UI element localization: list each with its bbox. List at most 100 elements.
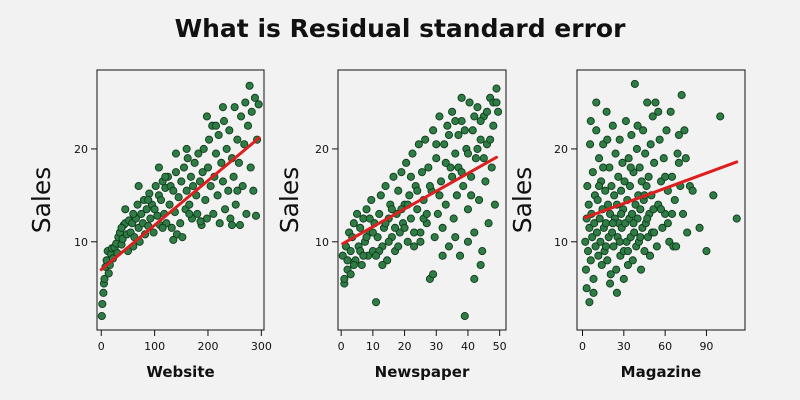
data-point [460, 126, 469, 135]
data-point [588, 233, 597, 242]
data-point [463, 205, 473, 214]
data-point [98, 299, 107, 309]
data-point [410, 242, 419, 251]
data-point [171, 168, 181, 177]
data-point [608, 121, 617, 130]
data-point [627, 130, 636, 140]
data-point [678, 209, 688, 218]
data-point [652, 242, 661, 251]
data-point [222, 144, 231, 153]
data-point [343, 256, 352, 265]
data-point [436, 177, 446, 186]
data-point [225, 126, 234, 135]
data-point [592, 228, 602, 237]
x-tick-label: 0 [338, 340, 345, 353]
data-point [394, 242, 403, 251]
x-tick-label: 30 [617, 340, 631, 353]
data-point [650, 228, 659, 237]
data-point [201, 195, 210, 205]
data-point [620, 177, 629, 186]
data-point [451, 117, 460, 126]
data-point [357, 260, 366, 270]
data-point [202, 112, 211, 121]
x-axis-label: Website [146, 363, 214, 381]
data-point [623, 260, 633, 270]
data-point [644, 172, 653, 181]
data-point [153, 211, 162, 220]
data-point [635, 163, 644, 172]
data-point [414, 140, 423, 149]
data-point [182, 144, 191, 153]
data-point [146, 214, 155, 223]
data-point [608, 219, 617, 228]
data-point [209, 209, 218, 218]
data-point [460, 312, 469, 321]
x-axis-label: Newspaper [375, 363, 470, 381]
data-point [482, 107, 492, 116]
data-point [629, 219, 638, 228]
data-point [619, 274, 628, 283]
data-point [621, 117, 630, 126]
x-tick-label: 0 [579, 340, 586, 353]
data-point [229, 172, 238, 181]
x-tick-label: 60 [658, 340, 672, 353]
data-point [195, 177, 205, 186]
data-point [584, 200, 593, 209]
data-point [151, 182, 160, 191]
data-point [213, 191, 222, 200]
data-point [384, 237, 393, 246]
plot-frame [576, 69, 746, 331]
data-point [650, 158, 659, 167]
data-point [391, 223, 400, 232]
data-point [581, 237, 590, 246]
data-point [238, 182, 247, 191]
x-tick-label: 40 [461, 340, 475, 353]
data-point [680, 126, 689, 135]
data-point [349, 260, 358, 270]
x-tick-label: 50 [493, 340, 507, 353]
data-point [654, 107, 663, 116]
data-point [100, 274, 109, 283]
data-point [607, 182, 616, 191]
data-point [478, 247, 487, 256]
x-axis-label: Magazine [621, 363, 702, 381]
data-point [438, 251, 447, 260]
data-point [349, 219, 358, 228]
data-point [338, 251, 347, 260]
data-point [732, 214, 741, 223]
data-point [144, 195, 153, 205]
data-point [601, 219, 610, 228]
data-point [129, 209, 138, 218]
chart-panel-3: 0 30 60 90 10 20 Magazine Sales [508, 69, 746, 381]
data-point [489, 121, 498, 130]
data-point [465, 98, 474, 107]
data-point [451, 233, 460, 242]
data-point [169, 186, 178, 195]
data-point [429, 270, 438, 279]
y-axis-label: Sales [275, 167, 304, 234]
data-point [352, 209, 362, 218]
data-point [585, 298, 594, 307]
data-point [614, 172, 623, 181]
data-point [602, 107, 611, 116]
y-tick-label: 10 [74, 236, 88, 249]
data-point [441, 200, 450, 209]
data-point [603, 256, 612, 265]
data-point [467, 191, 476, 200]
data-point [673, 149, 682, 158]
data-point [601, 242, 610, 251]
data-point [452, 191, 461, 200]
data-point [438, 223, 447, 232]
regression-line [583, 160, 739, 220]
data-point [594, 251, 603, 260]
data-point [610, 191, 619, 200]
data-point [199, 144, 208, 153]
data-point [592, 98, 601, 107]
data-point [612, 265, 621, 274]
data-point [599, 163, 608, 172]
data-point [233, 186, 242, 195]
data-point [179, 163, 189, 172]
data-point [203, 163, 213, 172]
data-point [204, 135, 214, 144]
